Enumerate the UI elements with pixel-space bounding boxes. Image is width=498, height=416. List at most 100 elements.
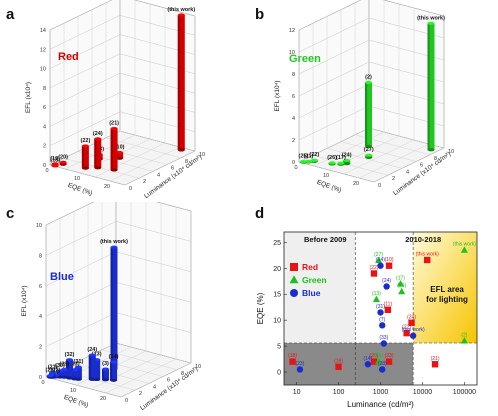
point-marker: [375, 256, 383, 264]
data-point: (this work): [416, 252, 439, 264]
x-tick-label: 10000: [413, 389, 433, 396]
z-tick-label: 10: [289, 50, 295, 56]
bar-body: [94, 138, 102, 168]
bar-top: [46, 374, 54, 378]
bar: (24): [87, 347, 97, 381]
series-label: Blue: [50, 271, 74, 283]
point-marker: [385, 262, 393, 269]
data-point: (18): [288, 353, 297, 365]
x-tick-label: 20: [100, 396, 106, 402]
panel-letter-d: d: [255, 205, 264, 222]
z-gridline: [298, 0, 445, 31]
plot-area: 0 2 4 6 8 10 12 14 0 10 20 0 2 4 6 8 10 EFL (x10⁴) EQE (%)…: [25, 0, 205, 200]
panel-a: a 0 2 4 6 8 10 12 14 0 10 20 0 2 4 6 8 10 EFL (x10⁴) EQE (…: [0, 0, 249, 202]
x-axis-label: EQE (%): [316, 179, 343, 194]
floor-gridline: [94, 142, 166, 178]
z-tick-label: 4: [292, 116, 295, 122]
bar-label: (27): [364, 147, 374, 153]
z-tick-label: 4: [39, 314, 42, 320]
legend-label: Green: [302, 275, 327, 285]
z-tick-label: 10: [36, 223, 42, 229]
chart-panel-d: d 10 100 1000 10000 100000 0 5 10 15 20 25 Luminanc…: [255, 205, 478, 409]
z-tick-label: 8: [39, 253, 42, 259]
x-tick-label: 0: [294, 165, 297, 171]
y-axis-label: EQE (%): [256, 292, 265, 324]
point-label: (22): [402, 325, 411, 331]
data-point: (14): [376, 257, 385, 269]
y-tick-label: 6: [420, 163, 423, 169]
bar: (this work): [167, 7, 195, 152]
x-tick-label: 100: [333, 389, 345, 396]
floor-gridline: [91, 144, 168, 165]
bar-body: [116, 152, 124, 159]
point-marker: [296, 366, 304, 373]
z-tick-label: 2: [292, 138, 295, 144]
bar-top: [427, 21, 435, 25]
floor-gridline: [124, 150, 196, 186]
floor-gridline: [298, 127, 370, 163]
bar-body: [56, 370, 64, 378]
bar: (26): [327, 155, 337, 166]
y-tick-label: 0: [277, 370, 281, 377]
bar-body: [343, 160, 351, 164]
y-tick-label: 20: [273, 266, 281, 273]
z-tick-label: 0: [292, 160, 295, 166]
point-marker: [377, 309, 384, 316]
z-tick-label: 2: [43, 144, 46, 150]
legend-marker: [290, 289, 298, 297]
z-axis-label: EFL (x10⁴): [274, 80, 281, 111]
bar-label: (21): [48, 365, 58, 371]
bar-top: [110, 360, 118, 364]
data-point: (21): [431, 356, 440, 368]
efl-area-label: EFL area: [430, 285, 464, 294]
data-point: (22): [402, 325, 411, 337]
bar-label: (28): [46, 368, 56, 374]
data-point: (this work): [402, 327, 425, 339]
bar-top: [102, 367, 109, 371]
y-tick-label: 0: [378, 183, 381, 189]
floor-gridline: [90, 354, 162, 390]
y-tick-label: 8: [181, 371, 184, 377]
data-point: (28): [374, 353, 383, 365]
point-label: (33): [379, 335, 388, 341]
point-marker: [409, 332, 417, 339]
bar: (25): [299, 154, 308, 164]
bar-body: [60, 369, 68, 378]
bar-body: [66, 359, 73, 378]
bar-label: (24): [87, 347, 97, 353]
series-label: Red: [58, 51, 79, 63]
point-marker: [370, 358, 378, 365]
bar-body: [71, 369, 79, 379]
point-label: (this work): [453, 242, 476, 248]
z-gridline: [49, 0, 196, 31]
data-point: (7): [379, 317, 386, 329]
bar-label: (24): [93, 131, 103, 137]
floor-gridline: [340, 141, 417, 162]
data-point: (24): [407, 314, 416, 326]
floor-gridline: [120, 362, 192, 398]
floor-gridline: [115, 342, 192, 364]
bar-label: (17): [336, 155, 346, 161]
bar-label: (31): [74, 359, 84, 365]
floor-gridline: [343, 139, 415, 175]
z-tick-label: 2: [39, 345, 42, 351]
bar: (21): [109, 121, 119, 172]
z-tick-label: 8: [292, 72, 295, 78]
point-marker: [379, 322, 386, 329]
floor-gridline: [105, 358, 177, 394]
floor-gridline: [87, 356, 164, 377]
bar-body: [110, 247, 118, 369]
y-tick-label: 10: [273, 318, 281, 325]
bar-body: [427, 23, 435, 150]
data-point: (11): [384, 301, 393, 313]
bar-label: (22): [309, 152, 319, 158]
region-label-2010-2018: 2010-2018: [405, 235, 441, 244]
bar-top: [59, 160, 67, 164]
x-tick-label: 0: [41, 380, 44, 386]
series-label: Green: [289, 53, 321, 65]
point-marker: [431, 361, 439, 368]
point-marker: [375, 357, 383, 365]
point-label: (11): [384, 301, 393, 307]
bar-label: (14): [109, 354, 119, 360]
bar-top: [310, 158, 318, 162]
